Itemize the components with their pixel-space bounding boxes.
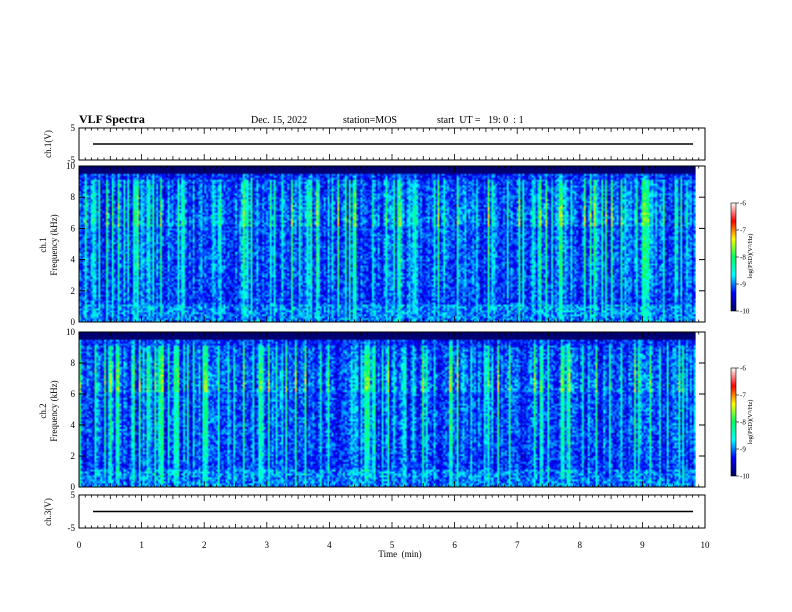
colorbar-tick-label: -9: [740, 446, 746, 454]
colorbar-gradient: [730, 202, 737, 312]
ch1-spectrogram-panel: 0 2 4 6 8 10: [66, 161, 706, 327]
ch2-spectrogram-ylabel: Frequency (kHz): [49, 380, 59, 441]
y-tick-label: 10: [66, 327, 76, 337]
ch1-spectrogram-ylabel-top: ch.1: [38, 237, 48, 252]
date-label: Dec. 15, 2022: [251, 115, 307, 126]
x-tick-label: 2: [202, 540, 207, 550]
y-tick-label: 5: [71, 490, 76, 500]
x-tick-label: 4: [327, 540, 332, 550]
x-tick-label: 9: [640, 540, 645, 550]
y-tick-label: 6: [71, 223, 76, 233]
ch1-colorbar-label: log(PSD)(V²/Hz): [747, 234, 754, 279]
ch3-waveform-panel: 5 -5: [68, 490, 706, 533]
ch2-spectrogram-ylabel-top: ch.2: [38, 403, 48, 418]
colorbar-gradient: [730, 367, 737, 477]
colorbar-tick-label: -6: [740, 200, 746, 208]
x-axis-label: Time (min): [378, 549, 421, 559]
y-tick-label: 4: [71, 255, 76, 265]
ch1-spectrogram-ylabel: Frequency (kHz): [49, 214, 59, 275]
y-tick-label: 8: [71, 192, 76, 202]
station-label: station=MOS: [343, 115, 397, 126]
ch3-waveform-ylabel: ch.3(V): [43, 498, 53, 526]
y-tick-label: 4: [71, 420, 76, 430]
start-time-label: start UT = 19: 0 : 1: [437, 115, 524, 126]
x-tick-label: 3: [265, 540, 270, 550]
y-tick-label: 10: [66, 161, 76, 171]
y-tick-label: -5: [68, 523, 76, 533]
y-tick-label: 2: [71, 451, 76, 461]
x-tick-label: 5: [390, 540, 395, 550]
y-tick-label: 2: [71, 286, 76, 296]
figure-title: VLF Spectra: [79, 112, 145, 126]
ch2-colorbar-label: log(PSD)(V²/Hz): [747, 400, 754, 445]
y-tick-label: 0: [71, 482, 76, 492]
y-tick-label: 0: [71, 317, 76, 327]
x-tick-label: 7: [515, 540, 520, 550]
ch1-waveform-panel: 5 -5: [68, 123, 706, 165]
x-tick-label: 8: [578, 540, 583, 550]
y-tick-label: -5: [68, 155, 76, 165]
ch1-waveform-ylabel: ch.1(V): [43, 130, 53, 158]
colorbar-tick-label: -9: [740, 281, 746, 289]
colorbar-tick-label: -7: [740, 392, 746, 400]
y-tick-label: 8: [71, 358, 76, 368]
colorbar-tick-label: -7: [740, 227, 746, 235]
colorbar-tick-label: -10: [740, 473, 750, 481]
colorbar-tick-label: -10: [740, 308, 750, 316]
ch2-colorbar: -6 -7 -8 -9 -10: [730, 365, 750, 481]
x-tick-label: 6: [452, 540, 457, 550]
x-tick-label: 0: [77, 540, 82, 550]
ch1-spectrogram-image: [79, 166, 696, 322]
y-tick-label: 5: [71, 123, 76, 133]
colorbar-tick-label: -6: [740, 365, 746, 373]
ch1-colorbar: -6 -7 -8 -9 -10: [730, 200, 750, 316]
y-tick-label: 6: [71, 389, 76, 399]
colorbar-tick-label: -8: [740, 254, 746, 262]
ch2-spectrogram-image: [79, 332, 696, 487]
ch2-spectrogram-panel: 0 2 4 6 8 10: [66, 327, 706, 492]
x-axis-ticks: 0 1 2 3 4 5 6 7 8 9 10: [77, 540, 710, 550]
x-tick-label: 10: [701, 540, 711, 550]
x-tick-label: 1: [139, 540, 144, 550]
colorbar-tick-label: -8: [740, 419, 746, 427]
